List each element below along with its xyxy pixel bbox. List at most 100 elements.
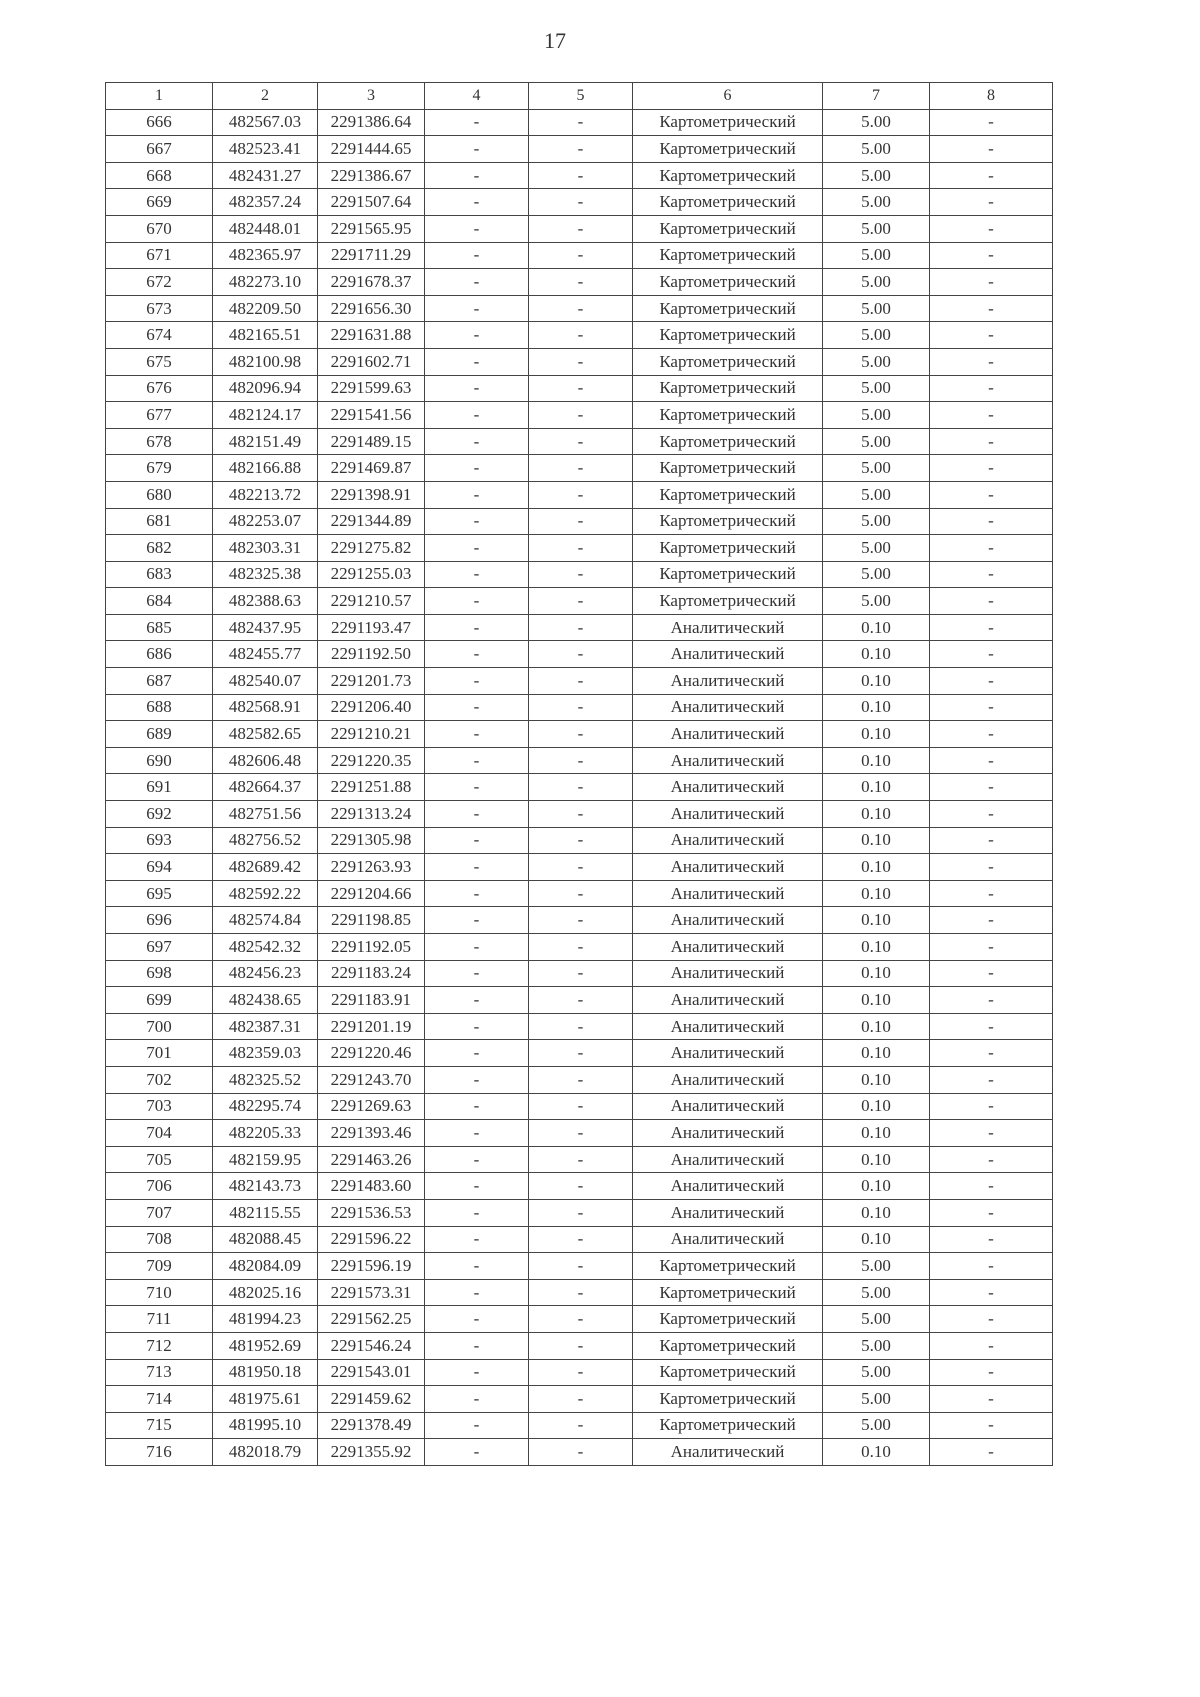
table-cell: Аналитический [632,1092,823,1121]
table-cell: 5.00 [822,321,930,349]
table-row: 690 482606.48 2291220.35- - Аналитический 0.1… [105,746,1053,775]
table-cell: 482456.23 [212,959,318,988]
table-cell: 482540.07 [212,667,318,695]
table-cell: 0.10 [822,613,930,642]
table-row: 703 482295.74 2291269.63- - Аналитический 0.1… [105,1092,1053,1121]
table-cell: 710 [105,1278,213,1307]
table-cell: 2291192.50 [317,640,425,669]
table-cell: - [528,1278,633,1307]
table-cell: 681 [105,507,213,536]
table-cell: 482365.97 [212,241,318,270]
table-cell: 5.00 [822,427,930,456]
table-cell: 2291562.25 [317,1305,425,1333]
table-cell: - [424,374,529,403]
table-cell: Картометрический [632,294,823,323]
table-cell: 713 [105,1358,213,1387]
table-cell: 482088.45 [212,1225,318,1254]
table-cell: 482096.94 [212,374,318,403]
table-cell: 482751.56 [212,800,318,828]
table-row: 698 482456.23 2291183.24- - Аналитический 0.1… [105,959,1053,988]
table-cell: - [929,294,1053,323]
table-cell: Картометрический [632,401,823,429]
table-cell: - [528,640,633,669]
table-cell: 2291355.92 [317,1438,425,1466]
table-cell: 2291344.89 [317,507,425,536]
table-cell: 482295.74 [212,1092,318,1121]
table-cell: 482018.79 [212,1438,318,1466]
table-cell: Аналитический [632,1012,823,1041]
table-cell: 5.00 [822,347,930,376]
table-cell: 482025.16 [212,1278,318,1307]
table-cell: - [424,507,529,536]
table-row: 677 482124.17 2291541.56- - Картометрический… [105,401,1053,429]
table-cell: - [424,268,529,296]
table-cell: - [424,1358,529,1387]
table-cell: Аналитический [632,720,823,748]
table-cell: 2291313.24 [317,800,425,828]
table-cell: - [929,427,1053,456]
table-cell: 0.10 [822,773,930,802]
table-cell: 2291602.71 [317,347,425,376]
table-cell: Аналитический [632,1145,823,1174]
table-row: 708 482088.45 2291596.22- - Аналитический 0.1… [105,1225,1053,1254]
table-cell: Аналитический [632,879,823,908]
table-cell: 5.00 [822,1411,930,1440]
table-cell: - [424,1198,529,1227]
table-cell: 687 [105,667,213,695]
table-cell: - [528,1305,633,1333]
table-cell: 2291305.98 [317,826,425,855]
table-cell: Картометрический [632,1411,823,1440]
table-cell: Аналитический [632,826,823,855]
table-cell: - [424,1065,529,1094]
table-cell: 670 [105,214,213,243]
table-cell: - [929,1119,1053,1147]
table-cell: - [528,746,633,775]
table-row: 694 482689.42 2291263.93- - Аналитический 0.1… [105,853,1053,881]
table-row: 683 482325.38 2291255.03- - Картометрический… [105,560,1053,589]
table-cell: Аналитический [632,1065,823,1094]
table-cell: - [929,1145,1053,1174]
table-cell: 5.00 [822,401,930,429]
table-cell: - [528,1198,633,1227]
table-cell: - [424,480,529,509]
table-row: 691 482664.37 2291251.88- - Аналитический 0.1… [105,773,1053,802]
table-cell: Картометрический [632,161,823,190]
table-cell: 482209.50 [212,294,318,323]
page-number: 17 [544,28,566,53]
column-header: 7 [822,82,930,110]
table-cell: 0.10 [822,826,930,855]
table-cell: 667 [105,135,213,163]
table-cell: 482151.49 [212,427,318,456]
table-cell: - [929,1198,1053,1227]
table-row: 713 481950.18 2291543.01- - Картометрический… [105,1358,1053,1387]
table-cell: - [528,1119,633,1147]
table-cell: Картометрический [632,135,823,163]
table-cell: - [528,161,633,190]
table-cell: - [929,188,1053,216]
table-cell: 481950.18 [212,1358,318,1387]
table-cell: 2291459.62 [317,1385,425,1413]
table-cell: - [528,214,633,243]
table-cell: - [424,853,529,881]
table-cell: 2291599.63 [317,374,425,403]
table-cell: - [528,108,633,137]
table-cell: Картометрический [632,1385,823,1413]
table-cell: - [929,1278,1053,1307]
table-cell: 2291201.73 [317,667,425,695]
table-row: 712 481952.69 2291546.24- - Картометрический… [105,1331,1053,1360]
table-cell: 674 [105,321,213,349]
table-cell: 0.10 [822,1065,930,1094]
table-cell: 685 [105,613,213,642]
table-cell: Аналитический [632,986,823,1014]
table-cell: 678 [105,427,213,456]
table-cell: 2291183.91 [317,986,425,1014]
table-cell: 711 [105,1305,213,1333]
table-cell: 2291386.67 [317,161,425,190]
table-cell: 5.00 [822,268,930,296]
table-cell: - [528,427,633,456]
table-cell: - [528,374,633,403]
table-cell: - [528,800,633,828]
table-cell: 695 [105,879,213,908]
table-cell: 2291469.87 [317,454,425,482]
table-cell: - [424,1278,529,1307]
